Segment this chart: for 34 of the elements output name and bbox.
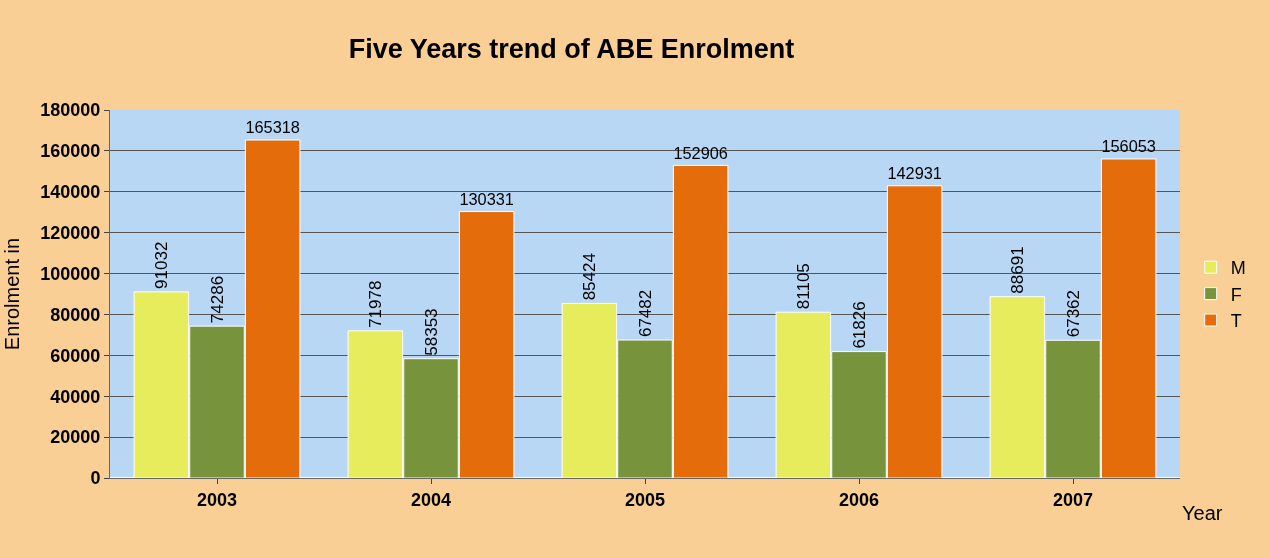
data-label: 165318	[245, 118, 300, 137]
data-label: 71978	[365, 280, 385, 328]
data-label: 130331	[459, 189, 514, 208]
legend-label: M	[1230, 258, 1246, 279]
y-tick-label: 180000	[40, 100, 101, 121]
data-label: 61826	[849, 301, 869, 349]
y-tick-label: 80000	[50, 304, 101, 325]
x-tick-label: 2005	[624, 489, 666, 510]
data-label: 91032	[151, 241, 171, 289]
x-tick-label: 2003	[196, 489, 238, 510]
legend-label: T	[1230, 311, 1242, 332]
chart-title: Five Years trend of ABE Enrolment	[348, 33, 795, 64]
data-label: 58353	[421, 308, 441, 356]
data-label: 81105	[793, 263, 813, 310]
x-tick-label: 2004	[410, 489, 452, 510]
y-tick-label: 120000	[40, 222, 101, 243]
y-tick-label: 40000	[50, 386, 101, 407]
y-tick-label: 20000	[50, 427, 101, 448]
x-tick-label: 2006	[838, 489, 880, 510]
y-tick-label: 140000	[40, 182, 101, 203]
data-label: 142931	[887, 163, 942, 182]
data-label: 67362	[1063, 290, 1083, 338]
legend-label: F	[1230, 284, 1242, 305]
data-label: 67482	[635, 289, 655, 338]
x-axis-title: Year	[1182, 502, 1223, 524]
y-tick-label: 100000	[40, 263, 101, 284]
y-tick-label: 160000	[40, 141, 101, 162]
y-tick-label: 0	[90, 468, 101, 489]
y-tick-label: 60000	[50, 345, 101, 366]
data-label: 74286	[207, 275, 227, 324]
x-tick-label: 2007	[1052, 489, 1094, 510]
data-label: 85424	[579, 253, 599, 301]
y-axis-title: Enrolment in	[0, 237, 23, 351]
data-label: 88691	[1007, 246, 1027, 294]
